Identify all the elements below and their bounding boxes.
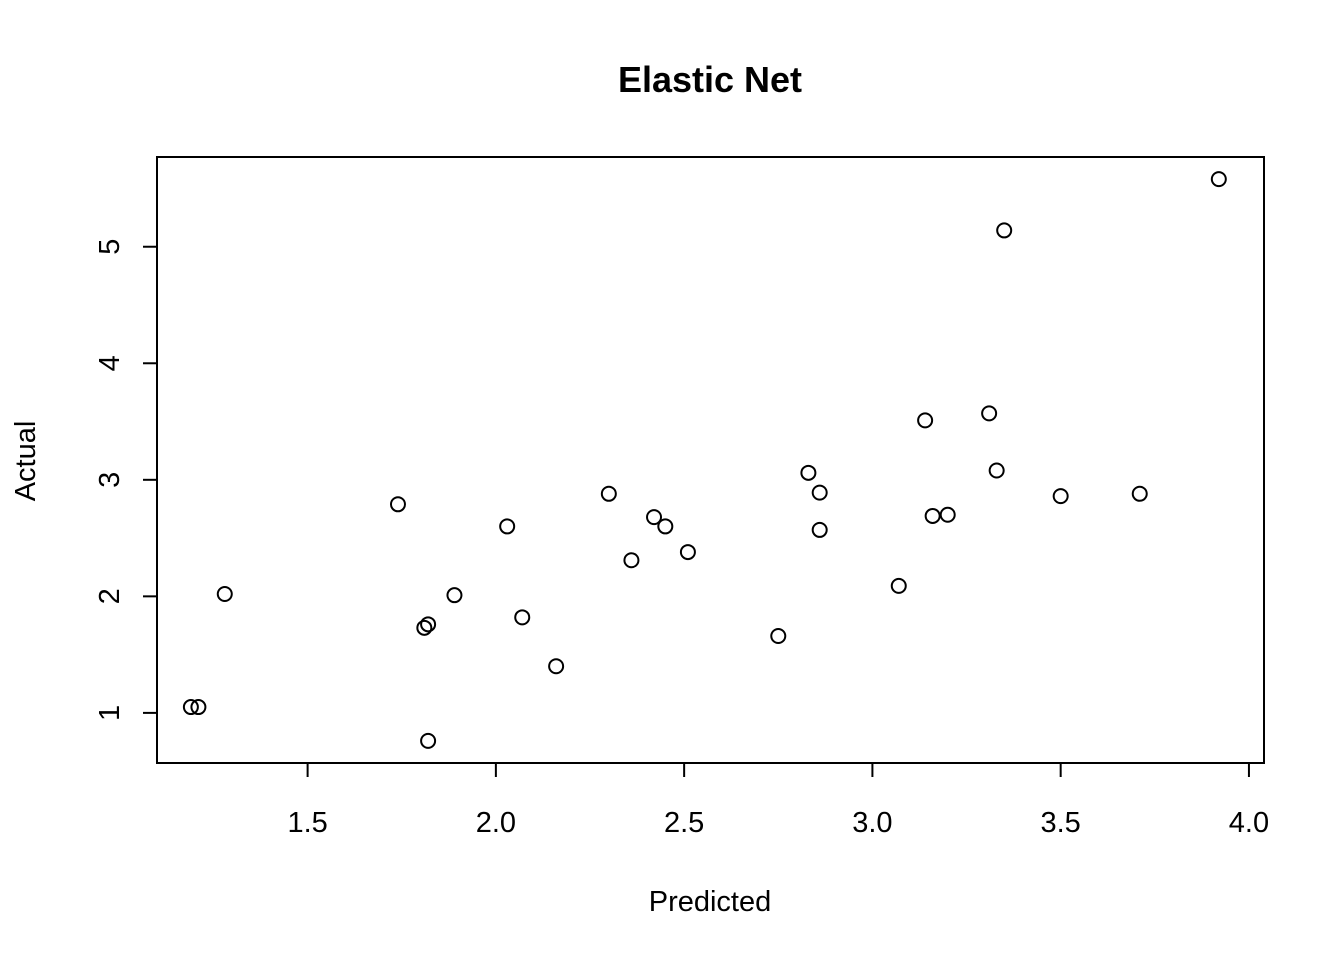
plot-frame [156, 156, 1265, 764]
data-point [420, 732, 437, 749]
data-point [416, 619, 433, 636]
y-tick-label: 4 [94, 355, 126, 371]
y-tick-label: 5 [94, 239, 126, 255]
data-point [657, 518, 674, 535]
chart-title: Elastic Net [618, 59, 802, 100]
data-point [420, 616, 437, 633]
y-tick-label: 2 [94, 588, 126, 604]
data-point [917, 412, 934, 429]
data-point [389, 496, 406, 513]
data-point [1131, 485, 1148, 502]
y-axis-label: Actual [10, 421, 42, 502]
y-axis-ticks: 1 2 3 4 5 [94, 239, 157, 721]
data-point [924, 507, 941, 524]
data-point [514, 609, 531, 626]
data-point [811, 521, 828, 538]
data-point [800, 464, 817, 481]
data-points [182, 171, 1227, 749]
data-point [646, 509, 663, 526]
data-point [981, 405, 998, 422]
data-point [996, 222, 1013, 239]
x-tick-label: 2.5 [664, 807, 704, 839]
data-point [679, 544, 696, 561]
y-tick-label: 1 [94, 705, 126, 721]
data-point [548, 658, 565, 675]
data-point [1210, 171, 1227, 188]
x-axis-ticks: 1.5 2.0 2.5 3.0 3.5 4.0 [287, 763, 1269, 839]
data-point [811, 484, 828, 501]
data-point [600, 485, 617, 502]
data-point [182, 699, 199, 716]
data-point [890, 577, 907, 594]
y-tick-label: 3 [94, 472, 126, 488]
data-point [499, 518, 516, 535]
x-tick-label: 3.0 [852, 807, 892, 839]
data-point [446, 587, 463, 604]
data-point [623, 552, 640, 569]
data-point [988, 462, 1005, 479]
data-point [216, 586, 233, 603]
data-point [190, 699, 207, 716]
data-point [939, 506, 956, 523]
data-point [1052, 488, 1069, 505]
x-tick-label: 4.0 [1229, 807, 1269, 839]
x-tick-label: 1.5 [287, 807, 327, 839]
x-tick-label: 2.0 [476, 807, 516, 839]
x-tick-label: 3.5 [1041, 807, 1081, 839]
data-point [770, 627, 787, 644]
x-axis-label: Predicted [649, 886, 772, 918]
